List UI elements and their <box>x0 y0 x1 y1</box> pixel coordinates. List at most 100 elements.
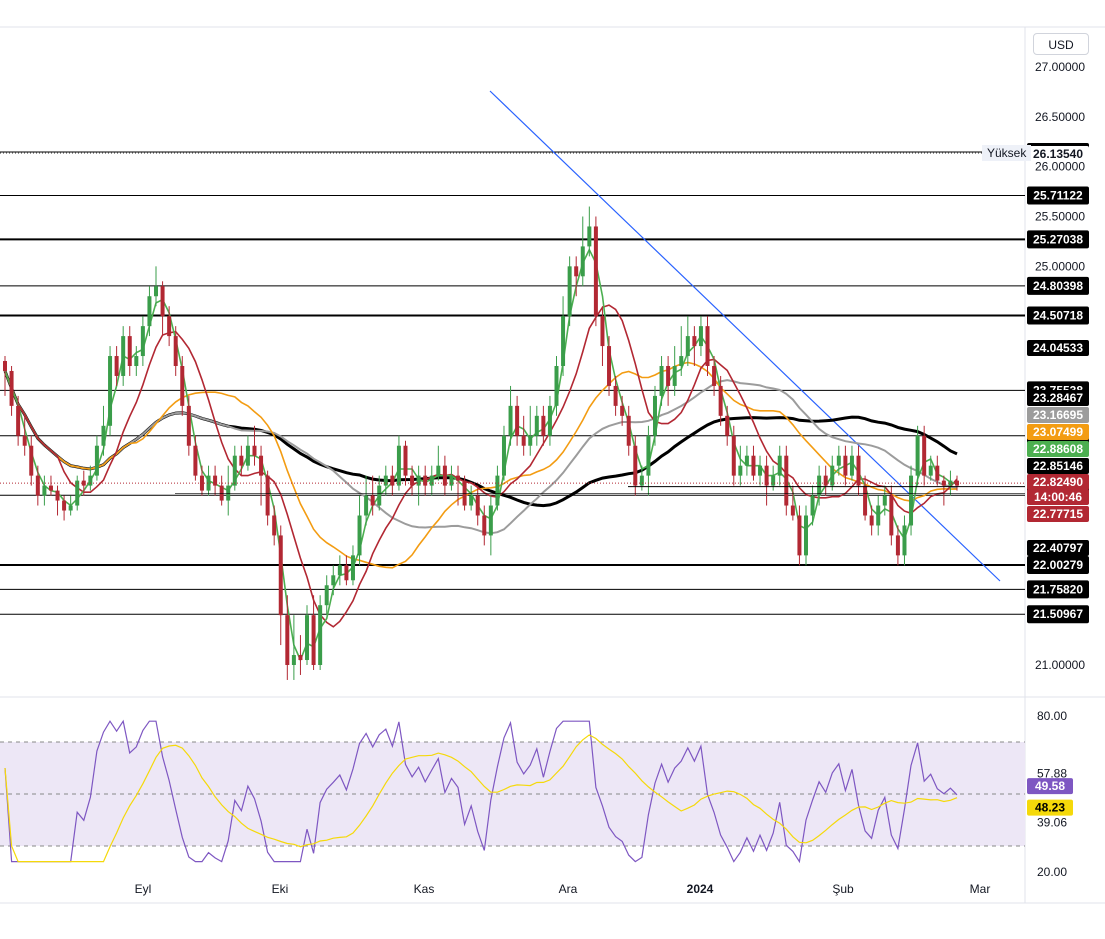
candle-body <box>895 535 900 556</box>
level-label: 24.50718 <box>1033 308 1083 322</box>
level-label: 25.71122 <box>1033 188 1083 202</box>
level-tag <box>1027 306 1089 325</box>
candle-body <box>928 465 933 476</box>
candle-body <box>9 370 14 406</box>
candle-body <box>725 415 730 436</box>
candle-body <box>114 356 119 376</box>
level-tag <box>1027 276 1089 295</box>
price-tag-label: 14:00:46 <box>1034 490 1082 504</box>
candle-body <box>803 515 808 556</box>
candle-body <box>364 495 369 516</box>
candle-body <box>75 480 80 506</box>
price-tick-label: 27.00000 <box>1035 60 1085 74</box>
candle-body <box>449 475 454 486</box>
candle-body <box>410 475 415 486</box>
candle-body <box>547 405 552 436</box>
candle-body <box>377 485 382 506</box>
candle-body <box>344 565 349 581</box>
level-tag <box>1027 580 1089 599</box>
candle-body <box>902 525 907 556</box>
candle-body <box>738 465 743 476</box>
candle-body <box>442 465 447 486</box>
rsi-tick-label: 20.00 <box>1037 865 1067 879</box>
price-tag <box>1027 506 1089 522</box>
candle-body <box>488 505 493 536</box>
rsi-tick-label: 80.00 <box>1037 709 1067 723</box>
candle-body <box>160 286 165 317</box>
candle-body <box>462 480 467 506</box>
candle-body <box>639 475 644 486</box>
candle-body <box>889 495 894 536</box>
candle-body <box>751 455 756 476</box>
candle-body <box>278 535 283 616</box>
candle-body <box>744 455 749 466</box>
candle-body <box>173 336 178 366</box>
level-tag <box>1027 230 1089 249</box>
candle-body <box>429 475 434 486</box>
candle-body <box>259 455 264 476</box>
candle-body <box>554 366 559 406</box>
price-tag <box>1027 441 1089 457</box>
candle-body <box>613 385 618 406</box>
price-tag <box>1027 458 1089 474</box>
candle-body <box>876 505 881 526</box>
candle-body <box>495 475 500 506</box>
candle-body <box>561 316 566 366</box>
price-tag-label: 23.28467 <box>1033 391 1083 405</box>
candle-body <box>272 515 277 536</box>
candle-body <box>108 356 113 426</box>
candle-body <box>777 455 782 476</box>
rsi-tick-label: 39.06 <box>1037 815 1067 829</box>
price-tag-label: 23.07499 <box>1033 425 1083 439</box>
rsi-line <box>4 719 958 864</box>
price-tag <box>1027 340 1089 356</box>
price-tag-label: 26.13540 <box>1033 147 1083 161</box>
candle-body <box>863 485 868 516</box>
level-label: 22.00279 <box>1033 558 1083 572</box>
candle-body <box>607 346 612 386</box>
candle-body <box>239 455 244 466</box>
candle-body <box>521 435 526 446</box>
candle-body <box>882 495 887 506</box>
candle-body <box>16 405 21 436</box>
candle-body <box>823 475 828 486</box>
rsi-value-tag <box>1027 778 1073 795</box>
candle-body <box>515 405 520 436</box>
level-label: 21.75820 <box>1033 582 1083 596</box>
price-tick-label: 25.50000 <box>1035 210 1085 224</box>
candle-body <box>672 366 677 386</box>
candle-body <box>469 495 474 506</box>
candle-body <box>357 515 362 556</box>
candle-body <box>383 475 388 486</box>
price-tag-label: 24.04533 <box>1033 341 1083 355</box>
currency-button[interactable]: USD <box>1033 33 1089 55</box>
candle-body <box>94 445 99 476</box>
level-label: 24.80398 <box>1033 279 1083 293</box>
candle-body <box>337 565 342 576</box>
candle-body <box>501 435 506 476</box>
rsi-pane <box>4 719 958 864</box>
candle-body <box>456 475 461 481</box>
price-tick-label: 21.00000 <box>1035 658 1085 672</box>
candle-body <box>941 480 946 486</box>
candle-body <box>219 485 224 501</box>
candle-body <box>3 361 7 371</box>
rsi-band <box>0 741 1025 847</box>
candle-body <box>305 615 310 661</box>
candle-body <box>580 246 585 277</box>
candle-body <box>790 505 795 516</box>
price-tag-label: 22.82490 <box>1033 475 1083 489</box>
candle-body <box>679 356 684 366</box>
candle-body <box>666 366 671 386</box>
ma-50-line <box>4 361 957 569</box>
price-tag-label: 22.85146 <box>1033 459 1083 473</box>
candle-body <box>764 465 769 486</box>
candle-body <box>213 475 218 486</box>
price-tick-label: 26.50000 <box>1035 110 1085 124</box>
candle-body <box>698 326 703 347</box>
candle-body <box>35 475 40 496</box>
price-tag <box>1027 474 1089 490</box>
price-tag <box>1027 407 1089 423</box>
candle-body <box>167 316 172 337</box>
